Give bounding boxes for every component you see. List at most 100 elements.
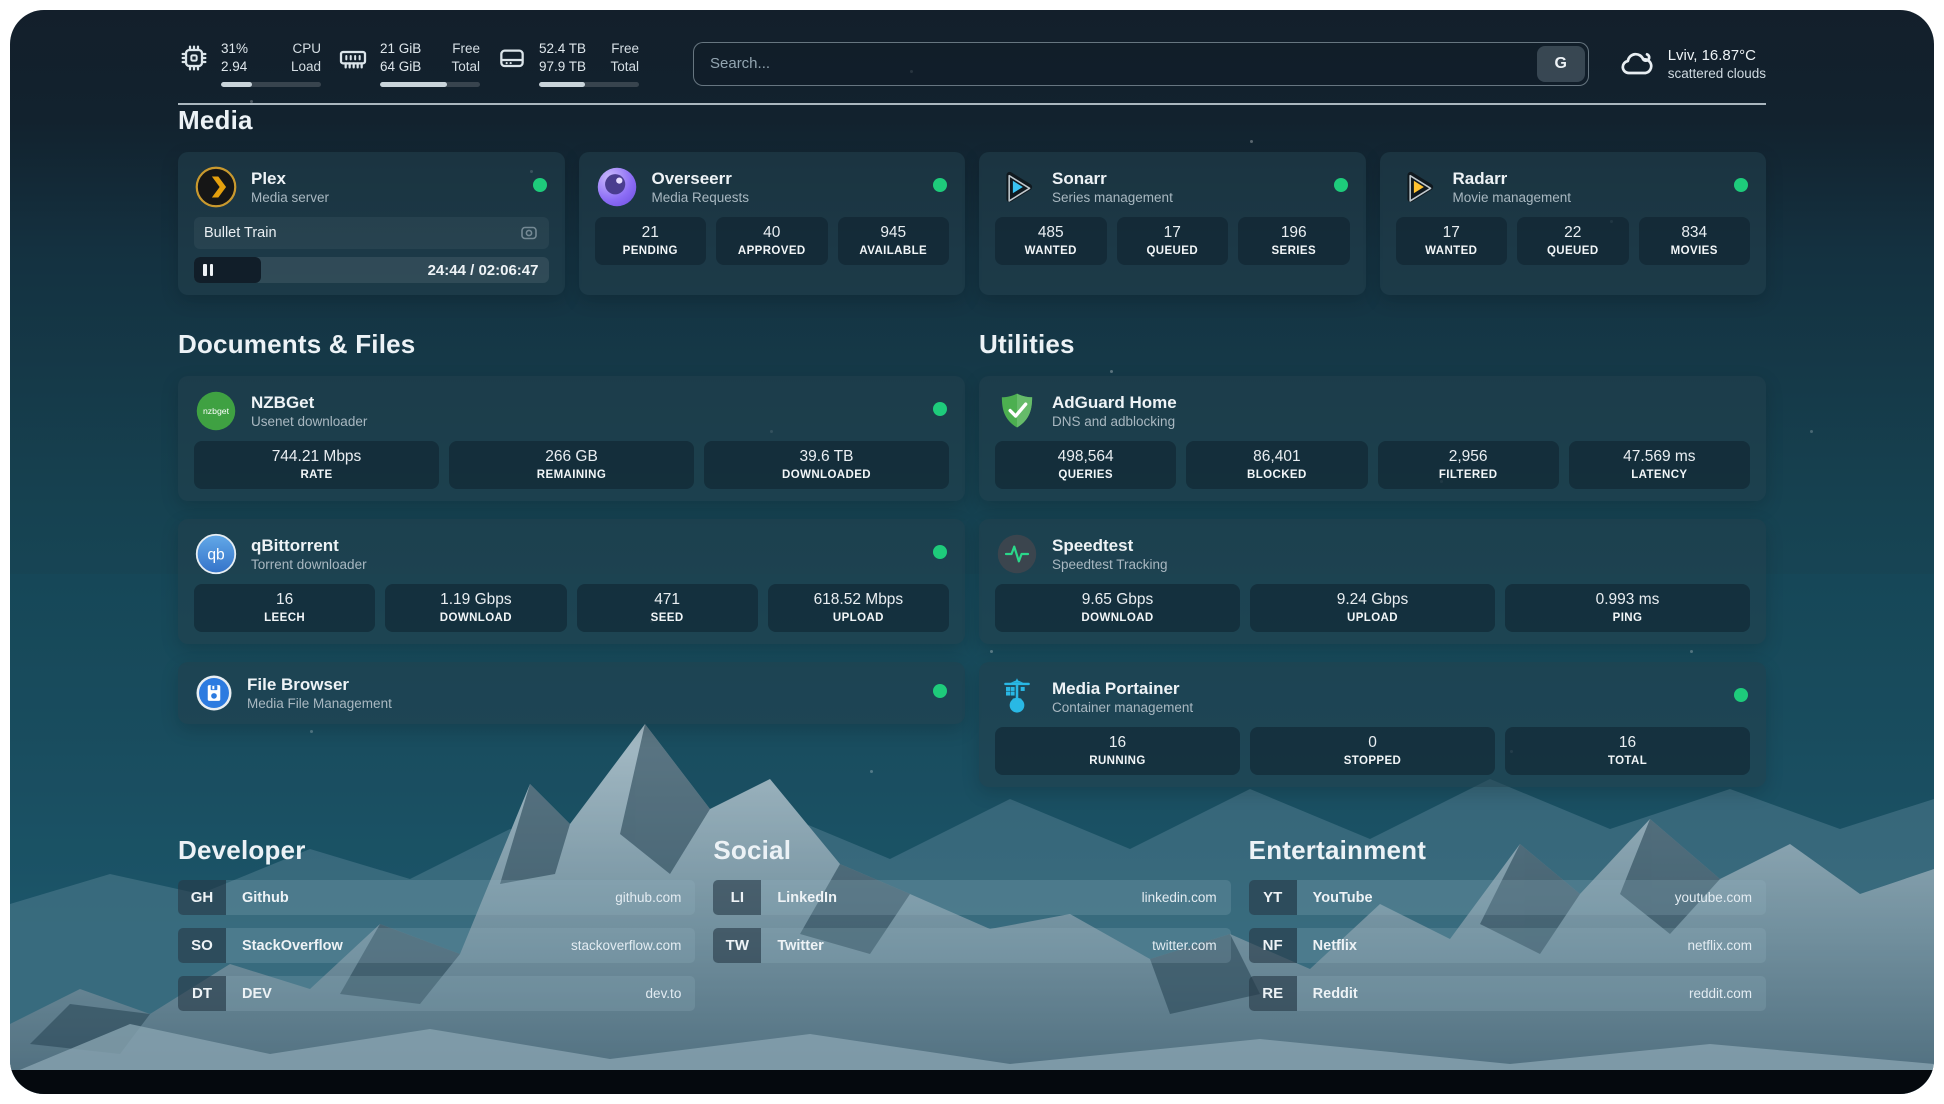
window-bottom-edge xyxy=(10,1070,1934,1094)
top-bar: 31% 2.94 CPU Load xyxy=(10,10,1934,87)
video-icon xyxy=(519,223,539,243)
section-title-media: Media xyxy=(178,105,253,135)
bookmark-stackoverflow[interactable]: SO StackOverflow stackoverflow.com xyxy=(178,928,696,963)
status-dot xyxy=(1734,688,1748,702)
cpu-label: CPU xyxy=(292,41,321,56)
ram-free-label: Free xyxy=(452,41,480,56)
status-dot xyxy=(933,178,947,192)
stat-queued: 17 QUEUED xyxy=(1116,217,1228,265)
section-title-developer: Developer xyxy=(178,835,306,865)
search-input[interactable] xyxy=(693,41,1589,86)
bookmark-abbr: GH xyxy=(178,880,226,915)
card-plex[interactable]: Plex Media server Bullet Train xyxy=(178,152,565,295)
weather-location-temp: Lviv, 16.87°C xyxy=(1667,46,1756,64)
app-title: Overseerr xyxy=(651,168,732,188)
bookmark-name: LinkedIn xyxy=(777,889,837,906)
card-sonarr[interactable]: Sonarr Series management 485 WANTED 17 QUE… xyxy=(979,152,1366,295)
bookmark-name: YouTube xyxy=(1312,889,1373,906)
weather-condition: scattered clouds xyxy=(1667,65,1766,81)
stat-download: 1.19 Gbps DOWNLOAD xyxy=(385,584,567,632)
app-subtitle: Movie management xyxy=(1452,189,1572,205)
disk-total-value: 97.9 TB xyxy=(539,59,587,74)
speedtest-icon xyxy=(995,532,1039,576)
stat-total: 16 TOTAL xyxy=(1505,727,1750,775)
app-title: Radarr xyxy=(1452,168,1508,188)
disk-icon xyxy=(496,42,528,74)
bookmark-netflix[interactable]: NF Netflix netflix.com xyxy=(1248,928,1766,963)
card-speedtest[interactable]: Speedtest Speedtest Tracking 9.65 Gbps DO… xyxy=(979,519,1766,644)
section-title-entertainment: Entertainment xyxy=(1248,835,1427,865)
app-title: Media Portainer xyxy=(1052,678,1180,698)
bookmark-youtube[interactable]: YT YouTube youtube.com xyxy=(1248,880,1766,915)
bookmark-group-developer: Developer GH Github github.com SO StackO… xyxy=(178,835,696,1024)
bookmark-url: linkedin.com xyxy=(1141,890,1217,905)
app-title: File Browser xyxy=(247,674,350,694)
section-title-documents: Documents & Files xyxy=(178,329,416,359)
app-title: Sonarr xyxy=(1052,168,1107,188)
stat-pending: 21 PENDING xyxy=(594,217,706,265)
cpu-widget: 31% 2.94 CPU Load xyxy=(178,40,321,87)
stat-queries: 498,564 QUERIES xyxy=(995,441,1177,489)
stat-downloaded: 39.6 TB DOWNLOADED xyxy=(704,441,949,489)
ram-total-value: 64 GiB xyxy=(380,59,422,74)
bookmark-linkedin[interactable]: LI LinkedIn linkedin.com xyxy=(713,880,1231,915)
card-radarr[interactable]: Radarr Movie management 17 WANTED 22 QUEUE… xyxy=(1379,152,1766,295)
google-search-button[interactable]: G xyxy=(1536,45,1585,82)
cpu-icon xyxy=(178,42,210,74)
stat-stopped: 0 STOPPED xyxy=(1250,727,1495,775)
bookmark-abbr: RE xyxy=(1248,976,1297,1011)
card-adguard[interactable]: AdGuard Home DNS and adblocking 498,564 Q… xyxy=(979,376,1766,501)
qbittorrent-icon: qb xyxy=(194,532,238,576)
svg-text:qb: qb xyxy=(207,547,225,564)
stat-approved: 40 APPROVED xyxy=(716,217,828,265)
stat-upload: 9.24 Gbps UPLOAD xyxy=(1250,584,1495,632)
app-title: AdGuard Home xyxy=(1052,392,1177,412)
cpu-value-percent: 31% xyxy=(221,41,249,56)
bookmark-name: DEV xyxy=(242,985,272,1002)
card-qbittorrent[interactable]: qb qBittorrent Torrent downloader xyxy=(178,519,965,644)
bookmark-reddit[interactable]: RE Reddit reddit.com xyxy=(1248,976,1766,1011)
bookmark-name: Reddit xyxy=(1312,985,1358,1002)
disk-free-value: 52.4 TB xyxy=(539,41,587,56)
now-playing-row: Bullet Train xyxy=(194,217,549,249)
stat-queued: 22 QUEUED xyxy=(1517,217,1629,265)
bookmark-url: reddit.com xyxy=(1688,986,1752,1001)
status-dot xyxy=(933,545,947,559)
bookmark-abbr: NF xyxy=(1248,928,1297,963)
status-dot xyxy=(933,402,947,416)
sonarr-icon xyxy=(995,165,1039,209)
app-subtitle: Series management xyxy=(1052,189,1173,205)
stat-seed: 471 SEED xyxy=(576,584,758,632)
ram-total-label: Total xyxy=(451,59,480,74)
stat-available: 945 AVAILABLE xyxy=(837,217,949,265)
app-title: Speedtest xyxy=(1052,535,1134,555)
bookmark-abbr: YT xyxy=(1248,880,1297,915)
section-title-social: Social xyxy=(713,835,792,865)
app-subtitle: Usenet downloader xyxy=(251,413,368,429)
bookmark-twitter[interactable]: TW Twitter twitter.com xyxy=(713,928,1231,963)
disk-free-label: Free xyxy=(611,41,639,56)
app-subtitle: DNS and adblocking xyxy=(1052,413,1176,429)
ram-free-value: 21 GiB xyxy=(380,41,422,56)
dashboard-window: 31% 2.94 CPU Load xyxy=(10,10,1934,1094)
bookmark-url: twitter.com xyxy=(1152,938,1217,953)
card-portainer[interactable]: Media Portainer Container management 16 R… xyxy=(979,662,1766,787)
stat-leech: 16 LEECH xyxy=(194,584,376,632)
bookmark-url: youtube.com xyxy=(1674,890,1752,905)
stat-download: 9.65 Gbps DOWNLOAD xyxy=(995,584,1240,632)
bookmark-github[interactable]: GH Github github.com xyxy=(178,880,696,915)
ram-widget: 21 GiB 64 GiB Free Total xyxy=(337,40,480,87)
card-nzbget[interactable]: nzbget NZBGet Usenet downloader xyxy=(178,376,965,501)
stat-remaining: 266 GB REMAINING xyxy=(449,441,694,489)
app-subtitle: Speedtest Tracking xyxy=(1052,556,1168,572)
pause-icon xyxy=(203,264,213,276)
search-bar: G xyxy=(693,41,1589,86)
stat-series: 196 SERIES xyxy=(1238,217,1350,265)
card-overseerr[interactable]: Overseerr Media Requests 21 PENDING 40 APP… xyxy=(578,152,965,295)
filebrowser-icon xyxy=(194,673,234,713)
bookmark-abbr: SO xyxy=(178,928,226,963)
bookmark-dev[interactable]: DT DEV dev.to xyxy=(178,976,696,1011)
card-filebrowser[interactable]: File Browser Media File Management xyxy=(178,662,965,724)
stat-movies: 834 MOVIES xyxy=(1638,217,1750,265)
stat-blocked: 86,401 BLOCKED xyxy=(1186,441,1368,489)
